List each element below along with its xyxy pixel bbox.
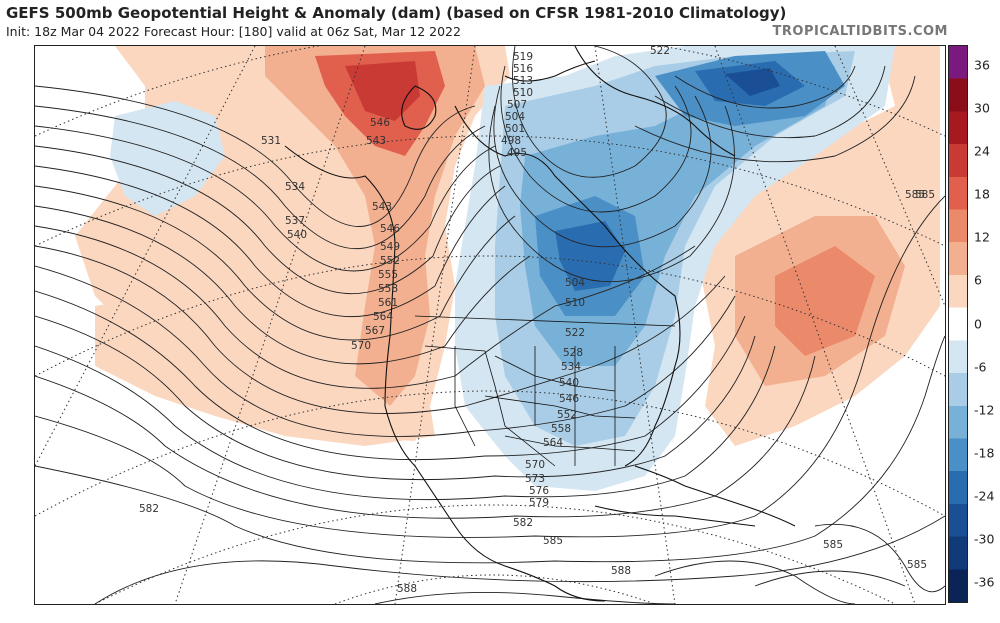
colorbar-tick-label: -6 [974, 359, 987, 375]
colorbar-tick-label: 6 [974, 272, 982, 288]
map-svg: 5195165135105075045014984955465435315345… [35, 46, 945, 604]
contour-label: 588 [611, 565, 631, 577]
contour-label: 501 [505, 123, 525, 135]
contour-label: 504 [565, 277, 585, 289]
contour-label: 582 [513, 517, 533, 529]
contour-label: 513 [513, 75, 533, 87]
colorbar-tick-label: 30 [974, 100, 990, 116]
contour-label: 534 [561, 361, 581, 373]
contour-label: 585 [543, 535, 563, 547]
contour-label: 546 [370, 117, 390, 129]
contour-label: 546 [380, 223, 400, 235]
contour-label: 573 [525, 473, 545, 485]
contour-label-layer: 5195165135105075045014984955465435315345… [139, 46, 935, 595]
contour-label: 582 [139, 503, 159, 515]
colorbar-tick-label: 18 [974, 186, 990, 202]
contour-label: 552 [380, 255, 400, 267]
anomaly-colorbar [948, 45, 968, 603]
contour-label: 555 [378, 269, 398, 281]
site-credit: TROPICALTIDBITS.COM [772, 24, 948, 39]
contour-label: 564 [373, 311, 393, 323]
colorbar-tick-label: -12 [974, 402, 995, 418]
contour-label: 510 [565, 297, 585, 309]
height-contours [35, 46, 945, 604]
contour-label: 543 [366, 135, 386, 147]
political-borders [414, 315, 676, 467]
contour-label: 558 [378, 283, 398, 295]
contour-label: 585 [907, 559, 927, 571]
contour-label: 576 [529, 485, 549, 497]
colorbar-tick-label: -18 [974, 445, 995, 461]
colorbar-tick-label: 0 [974, 316, 982, 331]
contour-label: 504 [505, 111, 525, 123]
contour-label: 546 [559, 393, 579, 405]
contour-label: 585 [905, 189, 925, 201]
contour-label: 549 [380, 241, 400, 253]
contour-label: 558 [551, 423, 571, 435]
contour-label: 510 [513, 87, 533, 99]
colorbar-tick-label: -30 [974, 531, 995, 547]
contour-label: 552 [557, 409, 577, 421]
contour-label: 585 [915, 189, 935, 201]
contour-label: 579 [529, 497, 549, 509]
negative-anomaly-shading [110, 46, 895, 491]
contour-label: 570 [351, 340, 371, 352]
contour-label: 543 [372, 201, 392, 213]
contour-label: 561 [378, 297, 398, 309]
contour-label: 528 [563, 347, 583, 359]
contour-label: 570 [525, 459, 545, 471]
lat-lon-grid [35, 46, 945, 604]
coastlines [284, 46, 796, 602]
contour-label: 540 [287, 229, 307, 241]
contour-label: 588 [397, 583, 417, 595]
map-panel: 519 516 513 510 507 504 501 498 495 546 543 531 534 5… [34, 45, 946, 605]
colorbar-tick-label: 12 [974, 229, 990, 245]
colorbar-tick-label: 24 [974, 143, 990, 159]
contour-label: 537 [285, 215, 305, 227]
contour-label: 585 [823, 539, 843, 551]
chart-title: GEFS 500mb Geopotential Height & Anomaly… [6, 4, 787, 22]
contour-label: 516 [513, 63, 533, 75]
contour-label: 540 [559, 377, 579, 389]
contour-label: 564 [543, 437, 563, 449]
colorbar-tick-label: 36 [974, 57, 990, 73]
contour-label: 522 [565, 327, 585, 339]
contour-label: 567 [365, 325, 385, 337]
contour-label: 534 [285, 181, 305, 193]
contour-label: 495 [507, 147, 527, 159]
colorbar-tick-label: -36 [974, 574, 995, 590]
colorbar-tick-label: -24 [974, 488, 995, 504]
contour-label: 507 [507, 99, 527, 111]
forecast-subtitle: Init: 18z Mar 04 2022 Forecast Hour: [18… [6, 24, 461, 39]
contour-label: 531 [261, 135, 281, 147]
contour-label: 519 [513, 51, 533, 63]
contour-label: 522 [650, 46, 670, 57]
contour-label: 498 [501, 135, 521, 147]
